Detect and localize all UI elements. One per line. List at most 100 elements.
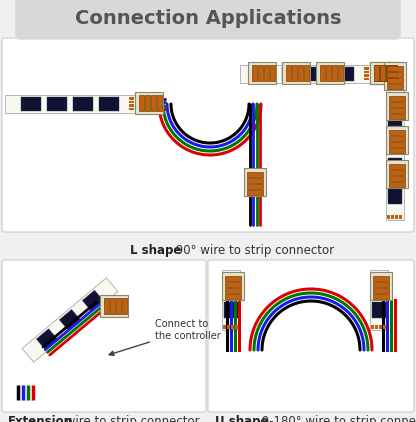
Bar bbox=[387, 72, 403, 77]
Bar bbox=[364, 67, 369, 70]
Bar bbox=[135, 92, 163, 114]
Bar bbox=[247, 178, 263, 183]
Bar bbox=[104, 298, 109, 314]
Bar bbox=[334, 67, 354, 81]
Bar bbox=[388, 132, 402, 152]
Bar bbox=[304, 65, 309, 81]
FancyBboxPatch shape bbox=[208, 260, 414, 412]
Bar bbox=[373, 282, 389, 287]
Bar bbox=[392, 65, 397, 81]
Bar bbox=[387, 84, 403, 89]
Bar bbox=[224, 282, 238, 298]
Bar bbox=[286, 65, 291, 81]
Bar bbox=[21, 97, 42, 111]
Bar bbox=[379, 325, 382, 329]
Bar bbox=[386, 90, 404, 220]
Bar bbox=[370, 62, 398, 84]
Bar bbox=[270, 65, 275, 81]
Bar bbox=[99, 97, 119, 111]
Bar bbox=[231, 325, 234, 329]
Bar bbox=[389, 142, 405, 147]
Bar bbox=[373, 294, 389, 299]
Bar bbox=[364, 78, 369, 80]
Bar bbox=[364, 74, 369, 76]
Bar bbox=[372, 282, 386, 298]
Bar bbox=[129, 97, 134, 100]
Bar bbox=[320, 65, 325, 81]
Bar bbox=[224, 302, 238, 318]
Bar bbox=[387, 215, 390, 219]
Bar bbox=[371, 325, 374, 329]
Bar bbox=[389, 102, 405, 107]
Bar bbox=[225, 282, 241, 287]
Bar bbox=[222, 272, 244, 300]
Bar bbox=[387, 78, 403, 83]
Bar bbox=[389, 114, 405, 119]
Polygon shape bbox=[22, 278, 118, 362]
Bar bbox=[380, 65, 385, 81]
Bar bbox=[374, 65, 379, 81]
FancyBboxPatch shape bbox=[2, 38, 414, 232]
Bar bbox=[389, 130, 405, 135]
Bar bbox=[110, 298, 115, 314]
Bar bbox=[129, 108, 134, 110]
Bar bbox=[373, 276, 389, 281]
Bar bbox=[386, 65, 391, 81]
Bar bbox=[389, 182, 405, 187]
Bar bbox=[380, 65, 385, 81]
Bar bbox=[383, 325, 386, 329]
Bar bbox=[282, 67, 302, 81]
Text: : 90° wire to strip connector: : 90° wire to strip connector bbox=[168, 244, 334, 257]
Polygon shape bbox=[59, 309, 81, 330]
Bar bbox=[370, 62, 398, 84]
Bar bbox=[247, 184, 263, 189]
Bar bbox=[255, 67, 276, 81]
Text: Connect to
the controller: Connect to the controller bbox=[109, 319, 221, 355]
Bar bbox=[332, 65, 337, 81]
Bar bbox=[370, 270, 388, 330]
Bar bbox=[389, 108, 405, 113]
Bar bbox=[139, 95, 144, 111]
Bar bbox=[395, 215, 398, 219]
Bar bbox=[391, 215, 394, 219]
Bar bbox=[392, 65, 397, 81]
Bar bbox=[225, 288, 241, 293]
Bar bbox=[389, 170, 405, 175]
Bar bbox=[247, 172, 263, 177]
Text: U shape: U shape bbox=[215, 415, 268, 422]
Bar bbox=[5, 95, 135, 113]
Bar bbox=[389, 164, 405, 169]
Text: Extension: Extension bbox=[8, 415, 73, 422]
FancyBboxPatch shape bbox=[16, 0, 400, 39]
Bar bbox=[375, 325, 378, 329]
Bar bbox=[100, 295, 128, 317]
Bar bbox=[240, 65, 370, 83]
Bar bbox=[129, 100, 134, 103]
Bar bbox=[380, 65, 385, 81]
Bar bbox=[235, 325, 238, 329]
Bar bbox=[151, 95, 156, 111]
Bar bbox=[392, 65, 397, 81]
Bar bbox=[384, 62, 406, 90]
Bar bbox=[374, 65, 379, 81]
Polygon shape bbox=[36, 329, 58, 350]
Bar bbox=[47, 97, 67, 111]
Bar bbox=[386, 92, 408, 120]
Bar bbox=[227, 325, 230, 329]
Bar bbox=[252, 65, 257, 81]
FancyBboxPatch shape bbox=[2, 260, 206, 412]
Bar bbox=[373, 288, 389, 293]
Bar bbox=[223, 325, 226, 329]
Bar bbox=[364, 70, 369, 73]
Bar bbox=[145, 95, 150, 111]
Bar bbox=[244, 168, 266, 196]
Bar bbox=[388, 184, 402, 204]
Bar bbox=[399, 215, 402, 219]
Bar bbox=[282, 62, 310, 84]
Bar bbox=[258, 65, 263, 81]
Bar bbox=[292, 65, 297, 81]
Bar bbox=[389, 148, 405, 153]
Bar bbox=[122, 298, 127, 314]
Bar bbox=[374, 65, 379, 81]
Bar bbox=[370, 272, 392, 300]
